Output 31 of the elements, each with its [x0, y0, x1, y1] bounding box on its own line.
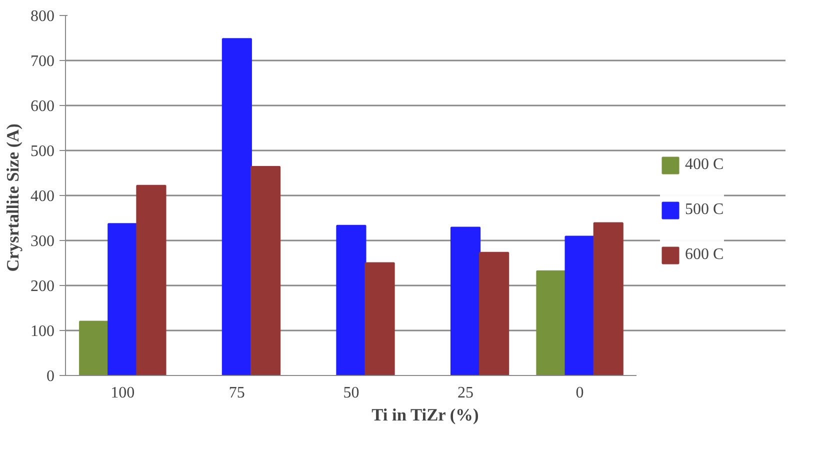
y-tick-label: 800: [30, 8, 54, 25]
x-tick-label: 75: [228, 384, 245, 402]
y-tick-label: 700: [30, 53, 54, 70]
y-tick-label: 200: [30, 278, 54, 295]
legend-label: 500 C: [685, 201, 724, 219]
x-tick-label: 25: [458, 384, 474, 402]
y-tick-label: 100: [30, 323, 54, 340]
y-tick-label: 300: [30, 233, 54, 250]
x-tick-label: 50: [343, 384, 360, 402]
y-tick-label: 600: [30, 98, 54, 115]
x-tick-label: 100: [110, 384, 135, 402]
y-tick-label: 500: [30, 143, 54, 160]
bar: [336, 224, 366, 376]
x-axis-title: Ti in TiZr (%): [372, 406, 479, 424]
bar: [250, 166, 281, 376]
bar: [536, 270, 566, 376]
legend-label: 600 C: [685, 246, 724, 264]
bar: [364, 262, 395, 376]
y-tick-label: 400: [30, 188, 54, 205]
bar: [450, 226, 481, 376]
bar: [222, 38, 252, 376]
bar: [136, 184, 166, 376]
legend-label: 400 C: [685, 156, 724, 174]
bar: [479, 252, 510, 376]
x-tick-label: 0: [576, 384, 584, 402]
bar: [79, 320, 110, 376]
bar: [108, 223, 138, 376]
bar: [593, 222, 624, 376]
bar: [564, 236, 595, 376]
y-axis-title: Crysrtallite Size (A): [4, 123, 22, 272]
y-tick-label: 0: [46, 368, 54, 385]
